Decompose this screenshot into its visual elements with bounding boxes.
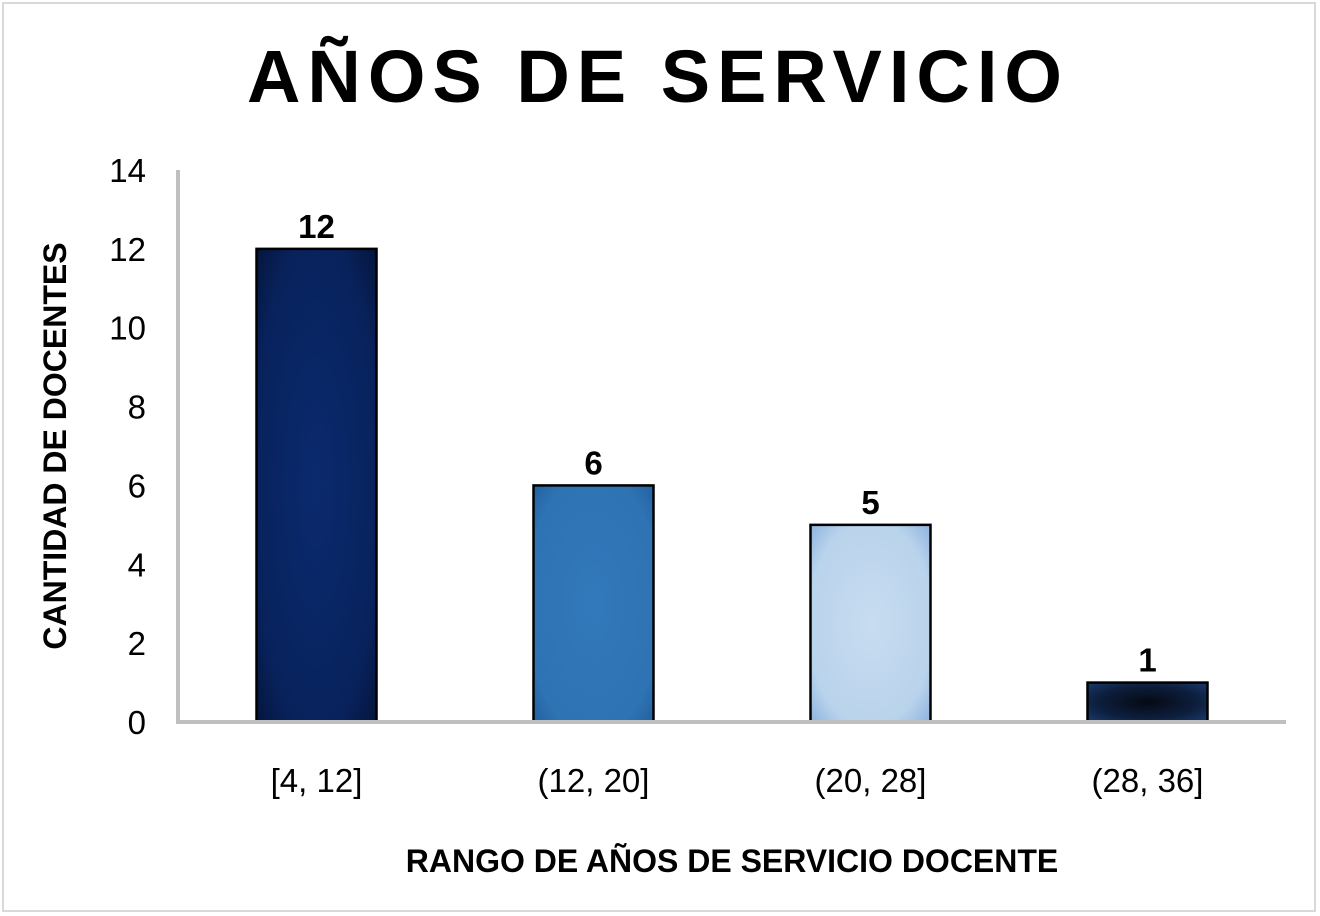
x-category-label: [4, 12] <box>271 762 363 799</box>
x-category-label: (20, 28] <box>815 762 927 799</box>
y-axis-label: CANTIDAD DE DOCENTES <box>37 242 73 649</box>
y-tick-label: 0 <box>128 704 146 741</box>
y-axis-ticks: 0 2 4 6 8 10 12 14 <box>109 152 146 741</box>
bar <box>532 484 655 724</box>
y-tick-label: 2 <box>128 625 146 662</box>
bar <box>1086 681 1209 724</box>
x-category-label: (12, 20] <box>538 762 650 799</box>
bar-data-label: 6 <box>584 444 602 481</box>
y-tick-label: 6 <box>128 467 146 504</box>
y-tick-label: 12 <box>109 231 146 268</box>
y-tick-label: 8 <box>128 389 146 426</box>
bar-data-label: 12 <box>298 208 335 245</box>
x-category-label: (28, 36] <box>1092 762 1204 799</box>
chart-title: AÑOS DE SERVICIO <box>247 35 1069 118</box>
bar-data-label: 1 <box>1138 642 1156 679</box>
data-labels: 12 6 5 1 <box>298 208 1157 679</box>
y-tick-label: 14 <box>109 152 146 189</box>
y-tick-label: 10 <box>109 310 146 347</box>
x-axis-label: RANGO DE AÑOS DE SERVICIO DOCENTE <box>406 843 1059 879</box>
bar <box>255 247 378 724</box>
bars <box>255 247 1209 724</box>
bar-data-label: 5 <box>861 484 879 521</box>
bar <box>809 523 932 724</box>
x-axis-categories: [4, 12] (12, 20] (20, 28] (28, 36] <box>271 762 1204 799</box>
y-tick-label: 4 <box>128 546 146 583</box>
